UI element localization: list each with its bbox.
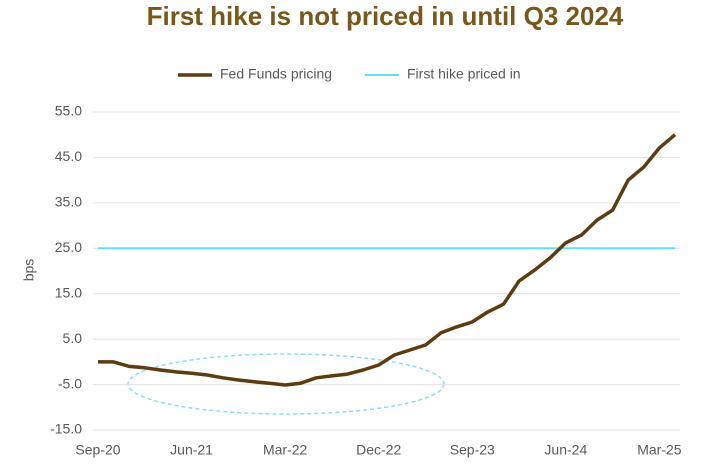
y-tick-label: 55.0 (55, 103, 82, 119)
y-tick-label: 25.0 (55, 239, 82, 255)
grid (93, 111, 680, 431)
y-tick-label: 5.0 (63, 330, 83, 346)
chart-title: First hike is not priced in until Q3 202… (147, 1, 624, 31)
y-tick-label: 35.0 (55, 194, 82, 210)
x-tick-label: Mar-25 (637, 442, 682, 458)
highlight-ellipse (127, 353, 445, 415)
y-tick-label: -5.0 (58, 375, 82, 391)
x-tick-label: Sep-20 (75, 442, 120, 458)
legend-label: First hike priced in (407, 66, 521, 82)
y-tick-label: 45.0 (55, 148, 82, 164)
series-line (98, 133, 677, 387)
y-tick-label: 15.0 (55, 284, 82, 300)
x-tick-label: Jun-24 (544, 442, 587, 458)
y-axis-label: bps (21, 259, 37, 282)
x-tick-label: Dec-22 (356, 442, 401, 458)
legend-label: Fed Funds pricing (220, 66, 332, 82)
x-tick-label: Jun-21 (170, 442, 213, 458)
x-tick-label: Mar-22 (263, 442, 308, 458)
x-tick-label: Sep-23 (450, 442, 495, 458)
y-tick-label: -15.0 (50, 421, 82, 437)
